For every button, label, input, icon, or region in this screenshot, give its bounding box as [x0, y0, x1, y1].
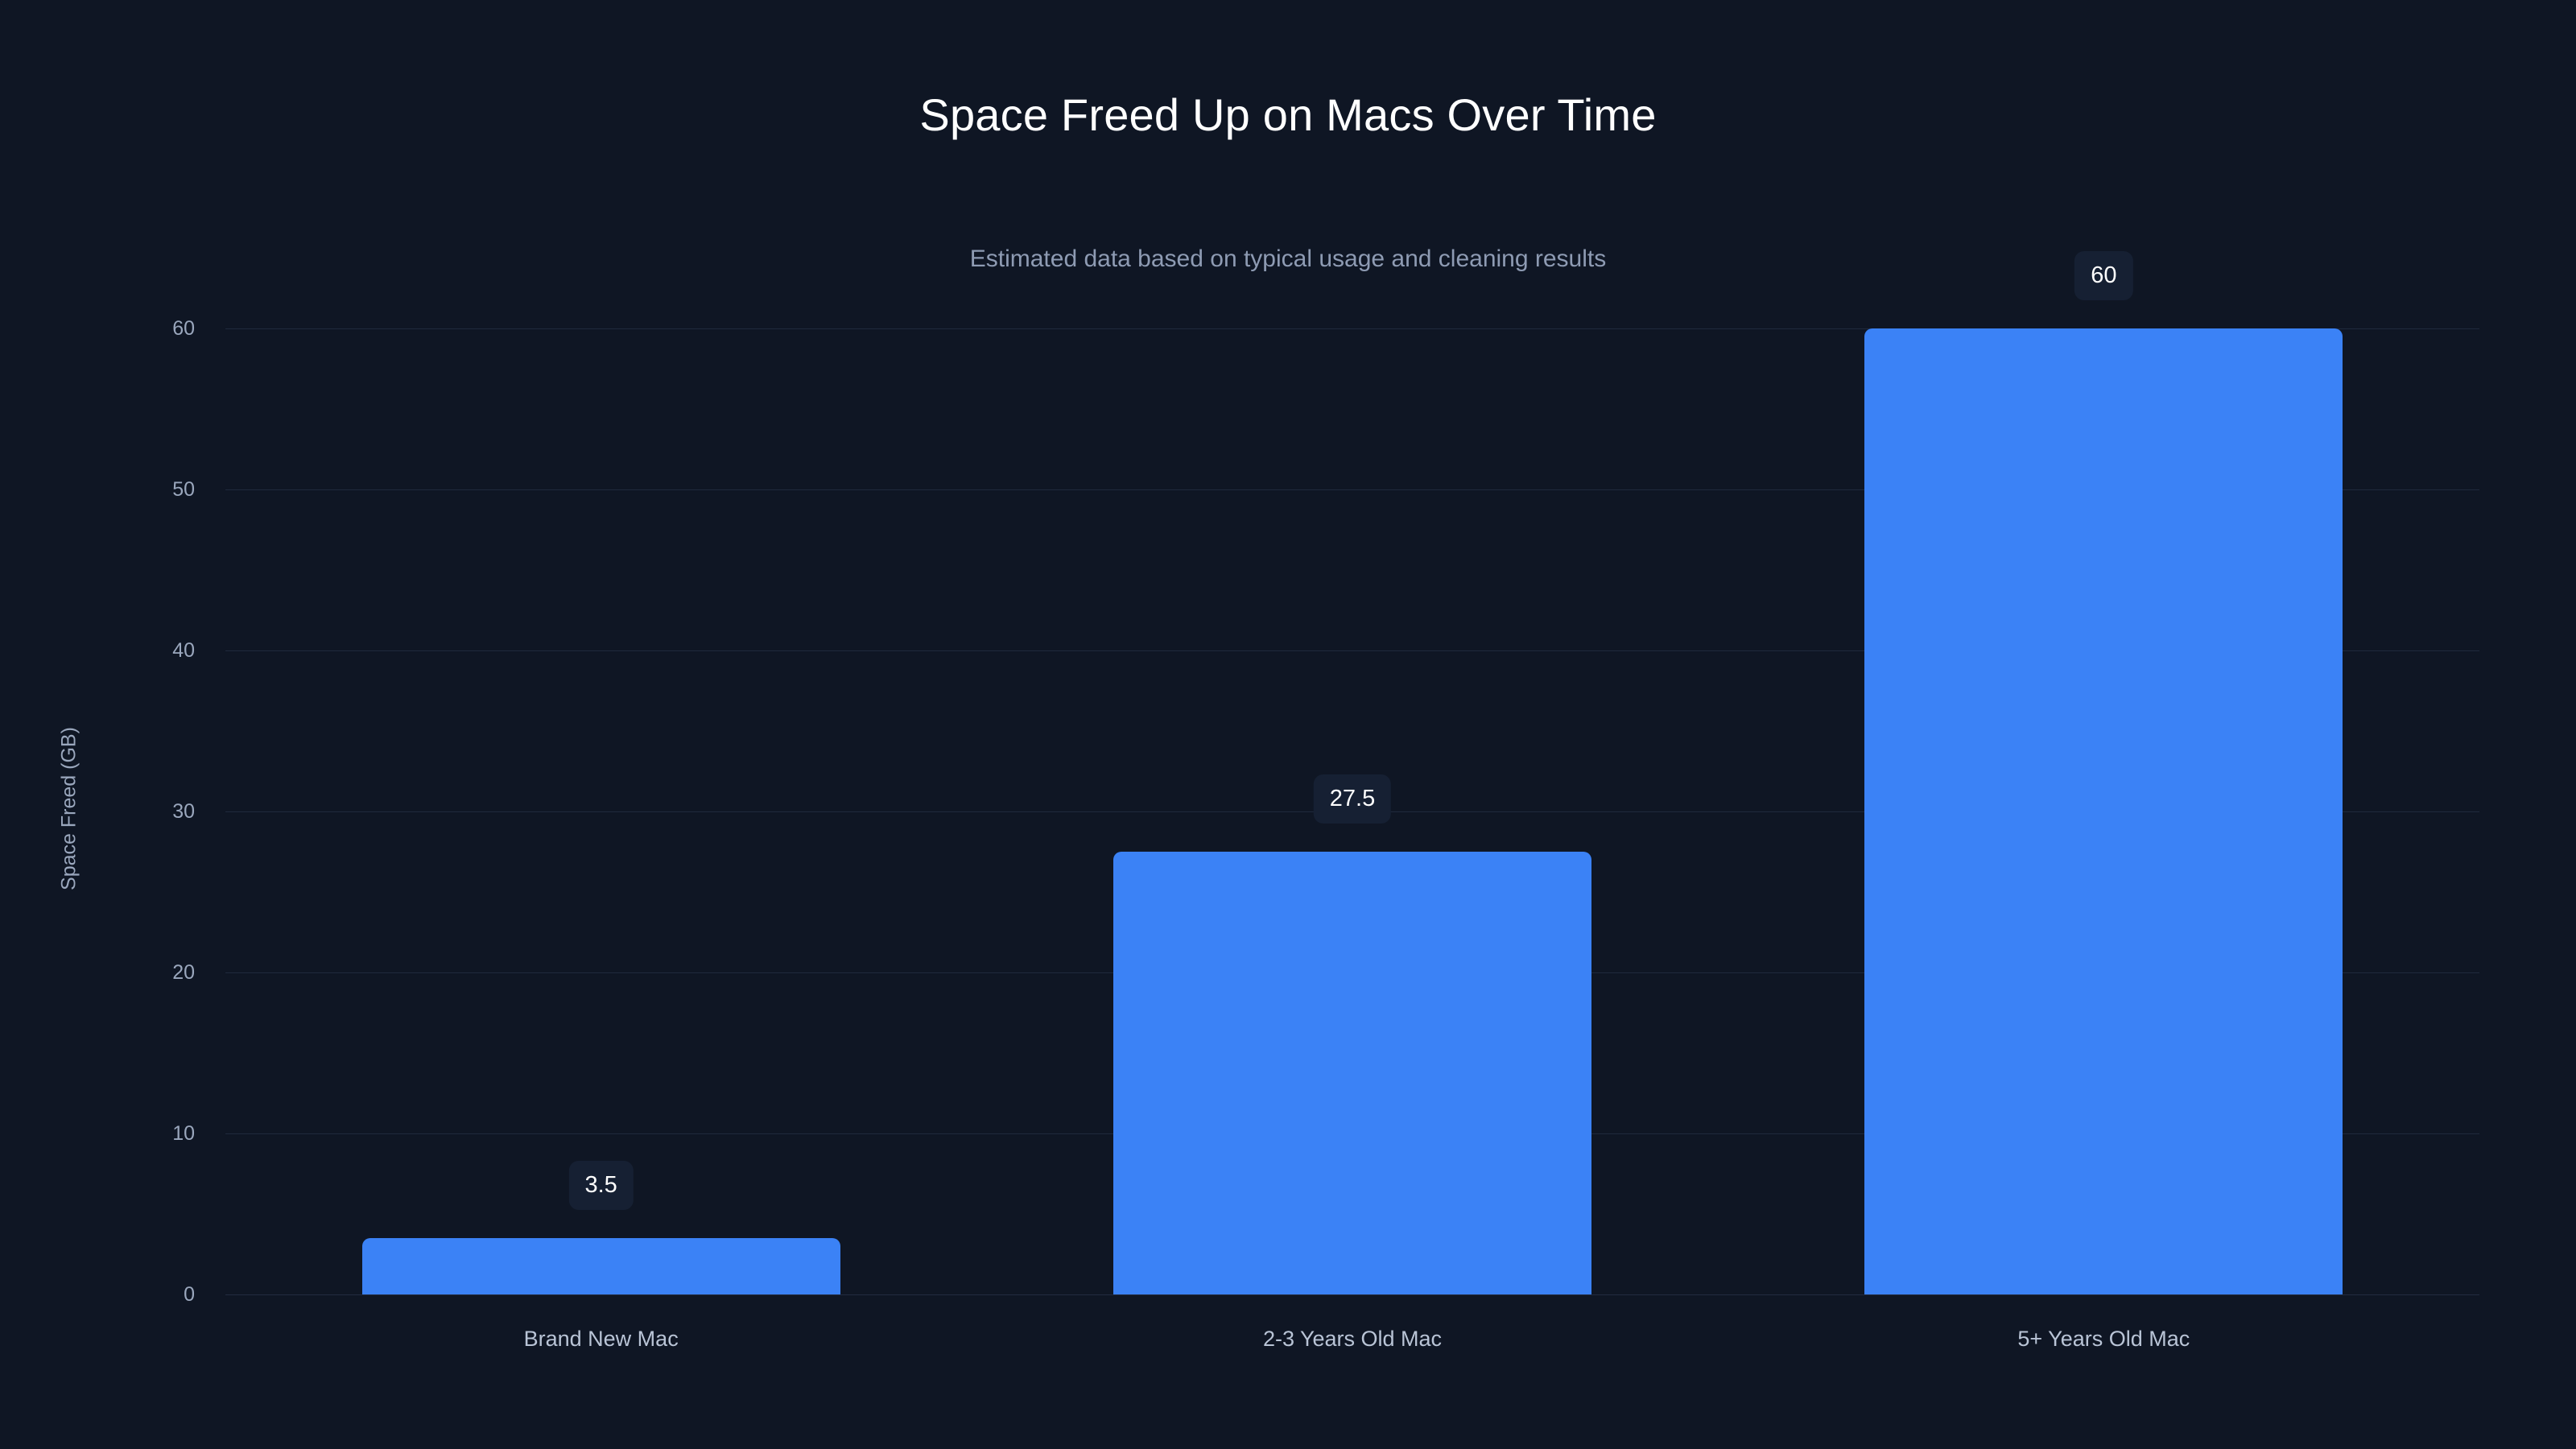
bar-value-label: 3.5	[568, 1161, 634, 1210]
y-axis-tick-label: 50	[172, 478, 195, 501]
chart-title: Space Freed Up on Macs Over Time	[919, 89, 1657, 140]
gridline	[225, 328, 2479, 329]
y-axis-tick-label: 30	[172, 800, 195, 823]
x-axis-tick-label: Brand New Mac	[523, 1327, 679, 1351]
gridline	[225, 650, 2479, 651]
bar-value-label: 27.5	[1313, 774, 1392, 824]
chart-subtitle: Estimated data based on typical usage an…	[969, 246, 1607, 272]
y-axis-tick-label: 10	[172, 1122, 195, 1145]
bar-value-label: 60	[2074, 251, 2133, 300]
x-axis-tick-label: 2-3 Years Old Mac	[1262, 1327, 1443, 1351]
y-axis-tick-label: 60	[172, 317, 195, 340]
plot-area	[225, 328, 2479, 1295]
bar[interactable]	[1864, 328, 2343, 1294]
x-axis-tick-label: 5+ Years Old Mac	[2017, 1327, 2190, 1351]
y-axis-tick-label: 40	[172, 639, 195, 662]
bar[interactable]	[1113, 852, 1591, 1294]
gridline	[225, 1294, 2479, 1295]
gridline	[225, 489, 2479, 490]
y-axis-tick-label: 0	[184, 1283, 195, 1306]
bar[interactable]	[361, 1238, 840, 1294]
y-axis-tick-label: 20	[172, 961, 195, 984]
